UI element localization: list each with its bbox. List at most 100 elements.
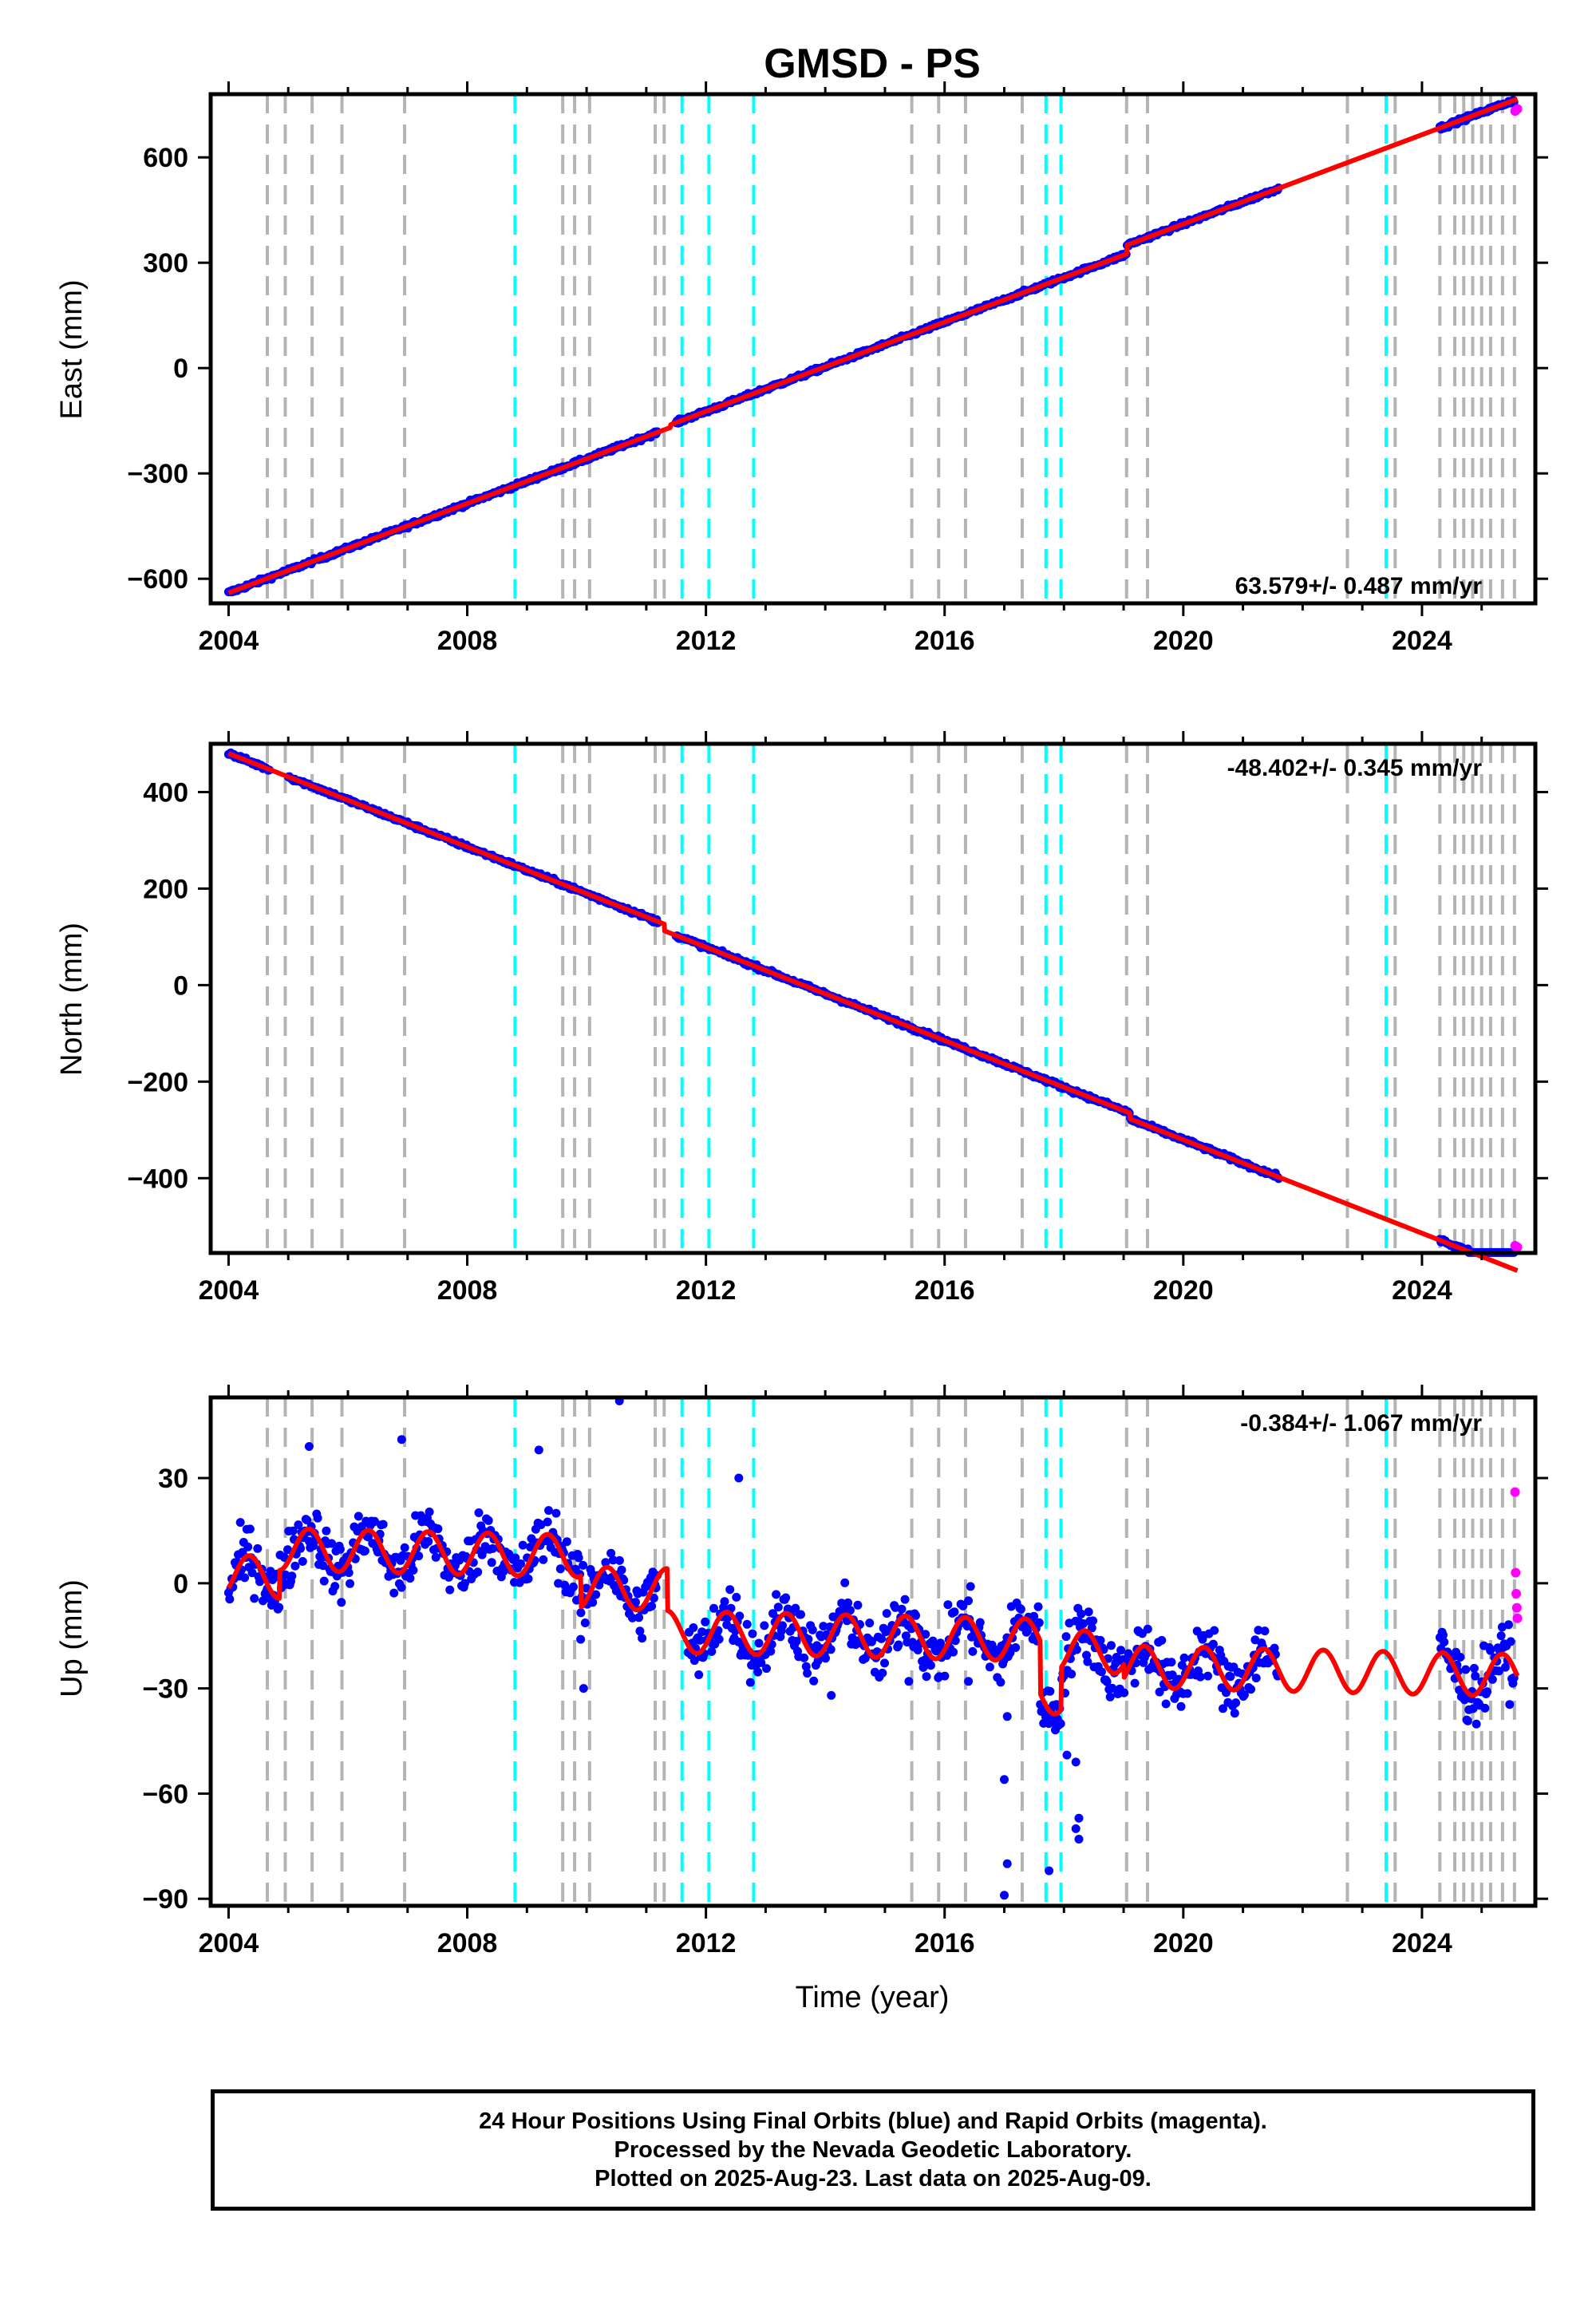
final-point-242	[484, 1516, 493, 1525]
final-point-999	[1487, 1674, 1497, 1684]
final-point-626	[926, 1661, 935, 1670]
final-point-773	[1084, 1607, 1093, 1617]
final-point-599	[897, 1604, 907, 1614]
final-point-416	[701, 1617, 710, 1626]
north-y-ticks: −400 −200 0 200 400	[127, 777, 1548, 1194]
final-point-27	[253, 1543, 263, 1553]
final-point-96	[327, 1539, 337, 1548]
final-point-232	[473, 1567, 483, 1577]
final-point-889	[1208, 1639, 1218, 1649]
final-point-83	[313, 1513, 322, 1523]
final-point-460	[748, 1629, 757, 1638]
outlier-point	[1000, 1775, 1009, 1784]
final-point-648	[950, 1607, 959, 1617]
final-point-298	[544, 1506, 553, 1516]
y-tick-label: 200	[143, 874, 188, 904]
final-point-272	[516, 1559, 525, 1568]
final-point-639	[940, 1671, 950, 1681]
x-tick-label: 2012	[676, 1928, 737, 1958]
final-point-439	[725, 1585, 735, 1595]
outlier-point	[1071, 1757, 1080, 1767]
final-point-877	[1195, 1672, 1205, 1682]
outlier-point	[1002, 1712, 1012, 1721]
final-point-47	[275, 1603, 284, 1612]
up-rate-label: -0.384+/- 1.067 mm/yr	[1240, 1410, 1482, 1437]
final-point-104	[335, 1544, 345, 1554]
final-point-164	[400, 1543, 409, 1552]
x-axis-label: Time (year)	[796, 1981, 950, 2014]
final-point-737	[1045, 1686, 1055, 1696]
up-y-axis-label: Up (mm)	[55, 1579, 89, 1697]
outlier-point	[397, 1435, 406, 1445]
final-point-366	[617, 1565, 626, 1575]
final-point-785	[1096, 1667, 1106, 1677]
x-tick-label: 2004	[199, 1928, 259, 1958]
final-point-339	[588, 1598, 598, 1607]
final-point-484	[773, 1603, 783, 1612]
final-point-471	[760, 1621, 769, 1630]
final-point-309	[555, 1564, 565, 1574]
outlier-point	[1074, 1813, 1084, 1823]
y-tick-label: 0	[173, 354, 188, 384]
north-event-lines	[266, 744, 1516, 1253]
final-point-99	[330, 1582, 340, 1591]
final-point-569	[865, 1618, 875, 1628]
final-point-206	[445, 1585, 455, 1595]
y-tick-label: −400	[127, 1164, 188, 1194]
x-tick-label: 2008	[437, 1928, 498, 1958]
final-point-274	[518, 1540, 527, 1550]
outlier-point	[1000, 1891, 1009, 1900]
final-point-405	[689, 1623, 698, 1632]
east-panel: 2004 2008 2012 2016 2020 2024 −600 −300 0 300 600…	[55, 81, 1548, 656]
north-panel: 2004 2008 2012 2016 2020 2024 −400 −200 0 200 400…	[55, 731, 1548, 1306]
final-point-385	[638, 1634, 647, 1643]
x-tick-label: 2024	[1392, 626, 1452, 656]
final-point-984	[1472, 1719, 1481, 1729]
east-x-ticks: 2004 2008 2012 2016 2020 2024	[199, 81, 1483, 656]
final-point-747	[1056, 1719, 1065, 1729]
final-point-976	[1463, 1716, 1472, 1725]
y-tick-label: 300	[143, 248, 188, 279]
final-point-794	[1107, 1641, 1116, 1650]
final-point-859	[1176, 1701, 1186, 1711]
final-point-172	[409, 1566, 418, 1575]
final-point-663	[966, 1582, 975, 1591]
final-point-910	[1231, 1698, 1241, 1708]
final-point-705	[1011, 1643, 1021, 1652]
x-tick-label: 2012	[676, 626, 737, 656]
final-point-505	[796, 1610, 805, 1619]
final-point-710	[1016, 1604, 1025, 1614]
final-point-169	[405, 1574, 415, 1583]
final-point-89	[319, 1576, 329, 1586]
final-point-909	[1230, 1709, 1239, 1718]
final-point-315	[562, 1537, 571, 1547]
final-point-890	[1210, 1626, 1219, 1635]
final-point-583	[880, 1658, 889, 1668]
rapid-point-0	[1510, 1487, 1520, 1497]
outlier-point	[904, 1677, 914, 1686]
final-point-752	[1061, 1632, 1071, 1642]
y-tick-label: 30	[158, 1464, 188, 1494]
outlier-point	[576, 1634, 586, 1644]
final-point-596	[894, 1640, 903, 1650]
final-point-364	[614, 1555, 624, 1565]
final-point-279	[523, 1574, 533, 1583]
final-point-828	[1143, 1624, 1152, 1634]
outlier-point	[964, 1677, 974, 1686]
rapid-point-2	[1511, 1589, 1522, 1599]
final-point-954	[1440, 1638, 1449, 1646]
outlier-point	[827, 1690, 836, 1700]
y-tick-label: 600	[143, 143, 188, 173]
final-point-154	[389, 1588, 399, 1598]
final-point-726	[1033, 1602, 1043, 1611]
final-point-929	[1251, 1674, 1261, 1683]
final-point-482	[772, 1590, 781, 1599]
final-point-865	[1183, 1689, 1192, 1698]
final-point-382	[634, 1613, 644, 1622]
final-point-924	[1246, 1685, 1255, 1694]
east-y-ticks: −600 −300 0 300 600	[127, 143, 1548, 595]
final-point-992	[1480, 1703, 1490, 1713]
north-final-points	[223, 748, 1519, 1257]
caption-line-1: 24 Hour Positions Using Final Orbits (bl…	[479, 2109, 1267, 2134]
final-point-969	[1456, 1653, 1465, 1662]
